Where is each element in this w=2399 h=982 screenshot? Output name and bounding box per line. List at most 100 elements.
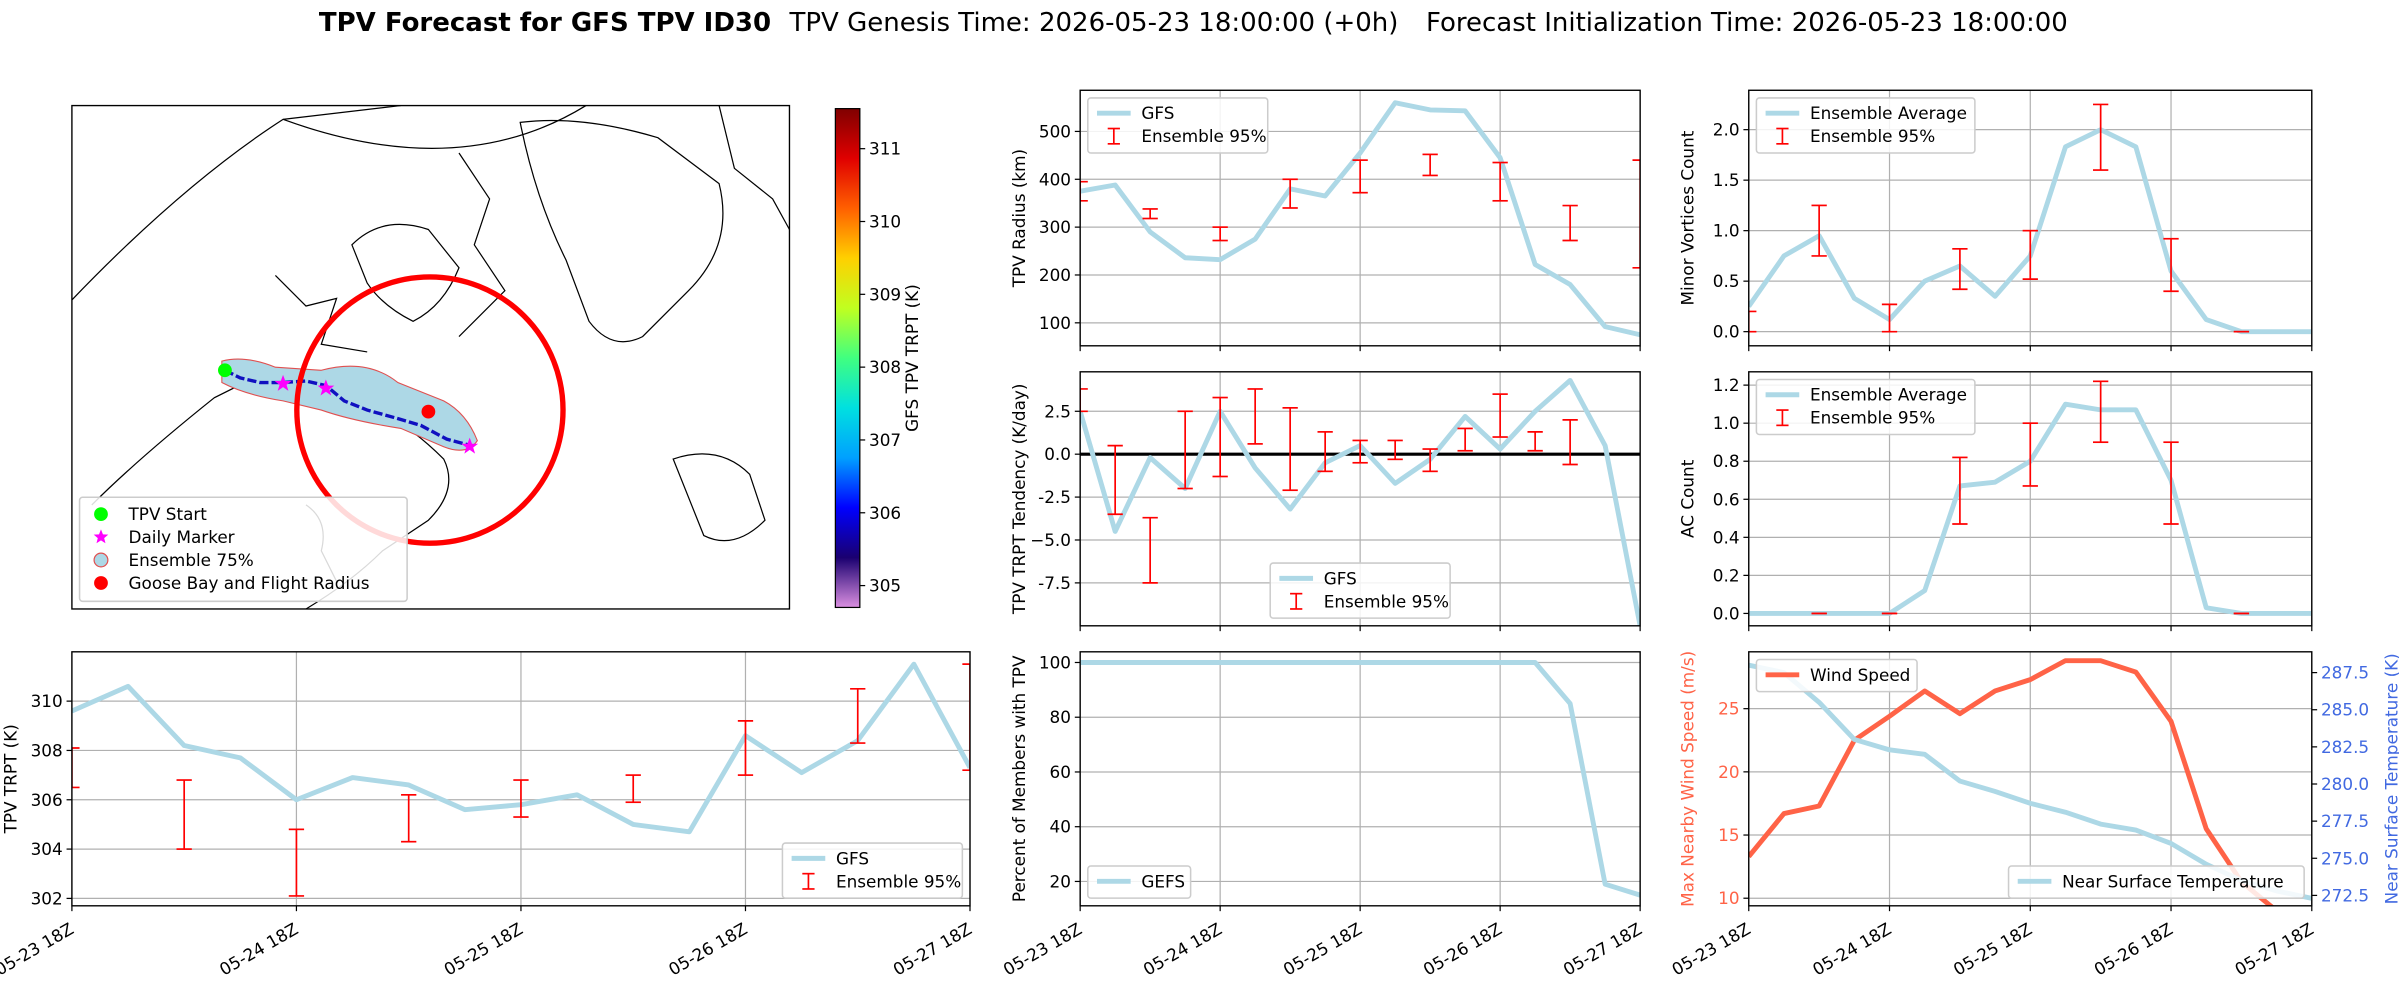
- error-bar: [1422, 448, 1438, 473]
- error-bar: [2022, 422, 2038, 487]
- y2-tick-label: 282.5: [2321, 737, 2369, 757]
- panel: 05-23 18Z 05-24 18Z 05-25 18Z 05-26 18Z 05-2…: [0, 651, 975, 980]
- legend: Ensemble Average Ensemble 95%: [1755, 97, 1976, 154]
- y-axis-label: TPV Radius (km): [1009, 149, 1029, 288]
- error-bar: [1080, 180, 1088, 202]
- error-bar: [2093, 103, 2109, 171]
- error-bar: [2022, 229, 2038, 280]
- error-bar: [1080, 388, 1088, 413]
- error-bar: [737, 720, 754, 776]
- legend: Near Surface Temperature: [2007, 865, 2305, 899]
- error-bar: [1527, 431, 1543, 452]
- colorbar-label: GFS TPV TRPT (K): [902, 284, 922, 432]
- plot-area: [1080, 100, 1641, 338]
- coastline: [282, 105, 587, 149]
- y-tick-label: 15: [1718, 825, 1739, 845]
- error-bar: [1177, 410, 1193, 490]
- error-bar: [401, 793, 417, 843]
- plot-frame: [71, 651, 971, 907]
- y-axis-label: Max Nearby Wind Speed (m/s): [1678, 651, 1698, 907]
- legend-box: [1087, 97, 1269, 154]
- daily-marker: [317, 379, 335, 396]
- legend-marker: [94, 576, 108, 590]
- y-tick-label: 0.8: [1713, 451, 1740, 471]
- legend-label: GFS: [836, 848, 869, 868]
- plot-frame: [1748, 651, 2313, 907]
- error-bar: [1881, 303, 1898, 333]
- y2-tick-label: 287.5: [2321, 663, 2369, 683]
- plot-area: [1080, 377, 1641, 626]
- error-bar: [71, 747, 80, 789]
- y-tick-label: 0.2: [1713, 565, 1740, 585]
- coastline: [274, 274, 368, 353]
- legend: GFS Ensemble 95%: [1269, 562, 1451, 619]
- panel: 100 200 300 400 500 TPV Radius (km) GFS Ensembl…: [1009, 89, 1641, 352]
- error-bar: [1317, 431, 1333, 473]
- plot-frame: [1748, 371, 2313, 627]
- panel: 05-23 18Z 05-24 18Z 05-25 18Z 05-26 18Z 05-2…: [1000, 651, 1646, 980]
- legend-label: Goose Bay and Flight Radius: [129, 573, 370, 593]
- legend-label: Ensemble Average: [1810, 385, 1967, 405]
- x-tick-label: 05-26 18Z: [1420, 919, 1506, 980]
- x-tick-label: 05-26 18Z: [665, 919, 751, 980]
- x-tick-label: 05-27 18Z: [1560, 919, 1646, 980]
- error-bar: [1632, 159, 1641, 269]
- y-tick-label: 200: [1039, 265, 1071, 285]
- y-tick-label: −5.0: [1030, 530, 1071, 550]
- error-bar: [850, 687, 866, 744]
- error-bar: [1142, 208, 1158, 220]
- error-bar: [1422, 153, 1438, 177]
- error-bar: [1562, 204, 1578, 242]
- legend: GEFS: [1087, 865, 1192, 899]
- coastline: [71, 104, 401, 301]
- colorbar: [834, 108, 861, 609]
- y-tick-label: 1.0: [1713, 221, 1740, 241]
- y-tick-label: 310: [31, 691, 63, 711]
- title-main: TPV Forecast for GFS TPV ID30: [319, 8, 771, 38]
- legend-box: [2007, 865, 2305, 899]
- legend-label: TPV Start: [128, 504, 208, 524]
- legend-label: Ensemble Average: [1810, 103, 1967, 123]
- error-bar: [1142, 516, 1158, 584]
- error-bar: [1492, 393, 1508, 438]
- y-tick-label: 25: [1718, 699, 1739, 719]
- plot-frame: [1079, 371, 1641, 627]
- coastline: [519, 119, 724, 343]
- y-tick-label: 40: [1050, 817, 1071, 837]
- error-bar: [2163, 237, 2179, 293]
- error-bar: [1952, 456, 1968, 525]
- y2-tick-label: 280.0: [2321, 774, 2369, 794]
- y-tick-label: 20: [1718, 762, 1739, 782]
- error-bar: [2163, 441, 2179, 525]
- legend-label: GEFS: [1141, 871, 1185, 891]
- y2-axis-label: Near Surface Temperature (K): [2381, 653, 2399, 904]
- y-tick-label: 100: [1039, 652, 1071, 672]
- y-tick-label: 60: [1050, 762, 1071, 782]
- legend-label: Ensemble 95%: [1324, 591, 1449, 611]
- daily-marker: [274, 374, 292, 391]
- y2-tick-label: 277.5: [2321, 811, 2369, 831]
- error-bar: [1107, 444, 1123, 516]
- y2-tick-label: 275.0: [2321, 848, 2369, 868]
- y-tick-label: 304: [31, 839, 63, 859]
- y-tick-label: 1.5: [1713, 170, 1740, 190]
- x-tick-label: 05-23 18Z: [1000, 919, 1086, 980]
- map-frame: [71, 104, 791, 610]
- error-bar: [1457, 427, 1473, 452]
- legend-box: [78, 496, 408, 603]
- error-bar: [288, 828, 305, 897]
- colorbar-tick-label: 305: [869, 576, 901, 596]
- legend-label: Daily Marker: [129, 527, 235, 547]
- legend-label: Ensemble 75%: [129, 550, 254, 570]
- y-tick-label: 80: [1050, 707, 1071, 727]
- line-series: [1080, 660, 1641, 898]
- panel: 05-23 18Z 05-24 18Z 05-25 18Z 05-26 18Z 05-2…: [1668, 651, 2399, 980]
- error-bar: [1562, 419, 1578, 466]
- legend-label: Wind Speed: [1810, 665, 1910, 685]
- legend-label: Ensemble 95%: [1141, 126, 1266, 146]
- error-bar: [962, 663, 971, 772]
- error-bar: [1282, 407, 1298, 492]
- y-tick-label: 0.0: [1044, 444, 1071, 464]
- y2-tick-label: 285.0: [2321, 700, 2369, 720]
